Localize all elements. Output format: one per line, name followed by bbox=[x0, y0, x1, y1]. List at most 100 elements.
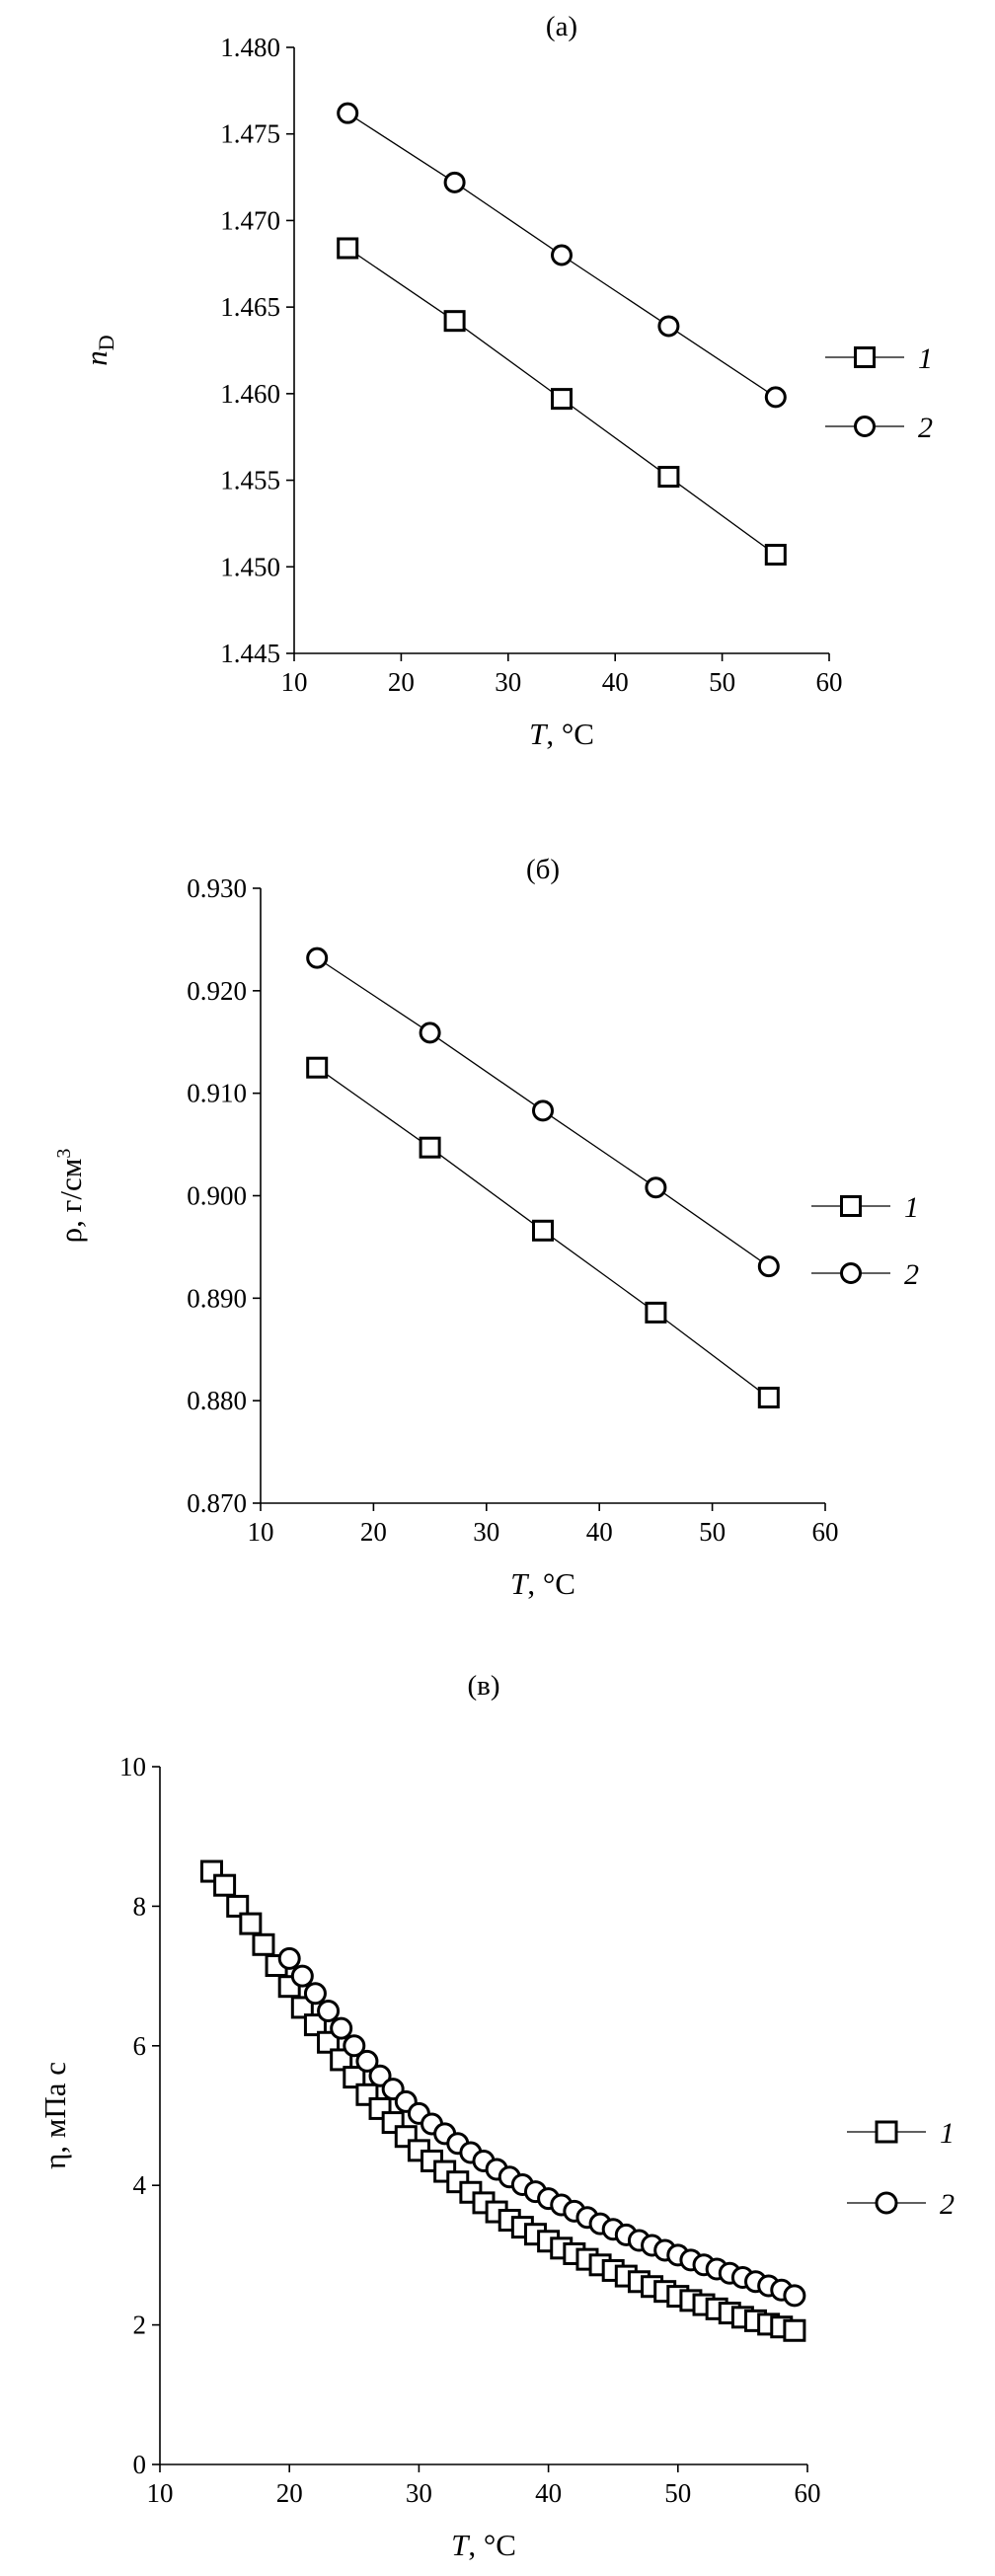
data-point bbox=[764, 544, 787, 567]
x-tick-label: 10 bbox=[281, 667, 308, 697]
legend-circle-marker bbox=[854, 416, 876, 437]
data-point bbox=[551, 388, 573, 411]
y-tick-label: 2 bbox=[133, 2311, 147, 2340]
data-point bbox=[419, 1022, 441, 1044]
y-tick-label: 1.450 bbox=[220, 552, 280, 581]
data-point bbox=[419, 1136, 441, 1159]
x-axis-label: T, °C bbox=[529, 717, 594, 751]
x-tick-label: 40 bbox=[535, 2478, 562, 2508]
x-tick-label: 40 bbox=[586, 1517, 613, 1547]
chart-panel-0: (а) 10 20 30 40 50 60 1.445 1.450 1.455 1.460 1.465… bbox=[79, 11, 933, 751]
y-tick-label: 4 bbox=[133, 2170, 147, 2200]
y-tick-label: 1.455 bbox=[220, 466, 280, 495]
y-tick-label: 1.470 bbox=[220, 205, 280, 235]
y-axis-label: ρ, г/см3 bbox=[53, 1149, 88, 1244]
x-tick-label: 50 bbox=[709, 667, 735, 697]
x-tick-label: 30 bbox=[406, 2478, 432, 2508]
data-point bbox=[368, 2064, 392, 2087]
legend-square-marker bbox=[840, 1195, 862, 1217]
data-point bbox=[343, 2034, 366, 2058]
data-point bbox=[213, 1873, 237, 1897]
y-axis-label-sub: D bbox=[94, 335, 118, 350]
y-axis-label: η, мПа с bbox=[38, 2062, 72, 2169]
data-point bbox=[306, 1056, 329, 1079]
x-tick-label: 50 bbox=[664, 2478, 691, 2508]
data-point bbox=[764, 386, 787, 409]
data-point bbox=[645, 1301, 667, 1324]
y-tick-label: 0.930 bbox=[187, 873, 247, 903]
chart-title: (в) bbox=[467, 1670, 499, 1702]
x-tick-label: 20 bbox=[388, 667, 415, 697]
x-tick-label: 60 bbox=[795, 2478, 821, 2508]
data-point bbox=[330, 2048, 353, 2072]
y-tick-label: 1.445 bbox=[220, 639, 280, 668]
legend-circle-marker bbox=[840, 1262, 862, 1284]
data-point bbox=[337, 102, 359, 124]
series-2 bbox=[277, 1946, 806, 2308]
x-tick-label: 50 bbox=[699, 1517, 726, 1547]
data-point bbox=[757, 1255, 780, 1278]
legend-label: 2 bbox=[918, 412, 933, 444]
legend-entry-1: 1 bbox=[811, 1191, 919, 1224]
x-axis-label-unit: , °C bbox=[527, 1566, 575, 1601]
data-point bbox=[239, 1912, 263, 1935]
data-point bbox=[783, 2284, 806, 2308]
x-tick-label: 10 bbox=[248, 1517, 274, 1547]
x-axis-label: T, °C bbox=[510, 1566, 575, 1601]
data-point bbox=[252, 1932, 275, 1956]
x-axis-label-unit: , °C bbox=[468, 2528, 516, 2562]
x-axis-label-var: T bbox=[451, 2528, 471, 2562]
x-axis-label-unit: , °C bbox=[546, 717, 594, 751]
y-tick-label: 0.890 bbox=[187, 1283, 247, 1313]
data-point bbox=[657, 315, 680, 338]
legend-label: 1 bbox=[918, 342, 933, 375]
x-tick-label: 20 bbox=[276, 2478, 303, 2508]
series-1 bbox=[306, 1056, 780, 1409]
y-tick-label: 0.920 bbox=[187, 976, 247, 1006]
chart-panel-1: (б) 10 20 30 40 50 60 0.870 0.880 0.890 0.900 0.910… bbox=[53, 854, 919, 1601]
y-axis-label-var: n bbox=[79, 350, 114, 366]
data-point bbox=[337, 237, 359, 260]
legend-entry-2: 2 bbox=[825, 412, 933, 444]
legend-square-marker bbox=[854, 346, 876, 368]
data-point bbox=[290, 1964, 314, 1988]
y-axis-label-text: ρ, г/см bbox=[53, 1159, 88, 1244]
data-point bbox=[226, 1894, 250, 1918]
x-tick-label: 20 bbox=[360, 1517, 387, 1547]
legend-label: 1 bbox=[904, 1191, 919, 1224]
y-axis-label: nD bbox=[79, 335, 118, 365]
legend-label: 2 bbox=[904, 1258, 919, 1291]
x-tick-label: 60 bbox=[816, 667, 843, 697]
series-1 bbox=[337, 237, 787, 567]
y-tick-label: 8 bbox=[133, 1891, 147, 1921]
data-point bbox=[303, 2013, 327, 2037]
data-point bbox=[657, 466, 680, 489]
data-point bbox=[330, 2016, 353, 2040]
chart-title: (б) bbox=[526, 854, 560, 885]
y-axis-label-text: η, мПа с bbox=[38, 2062, 72, 2169]
data-point bbox=[303, 1982, 327, 2006]
data-point bbox=[443, 310, 466, 333]
x-tick-label: 60 bbox=[812, 1517, 839, 1547]
x-tick-label: 40 bbox=[602, 667, 629, 697]
x-tick-label: 10 bbox=[147, 2478, 174, 2508]
data-point bbox=[532, 1219, 554, 1242]
x-tick-label: 30 bbox=[473, 1517, 499, 1547]
y-tick-label: 10 bbox=[119, 1752, 146, 1781]
legend-circle-marker bbox=[875, 2191, 898, 2215]
y-tick-label: 6 bbox=[133, 2031, 147, 2061]
data-point bbox=[306, 947, 329, 969]
y-axis-label-sup: 3 bbox=[53, 1149, 75, 1159]
x-axis-label: T, °C bbox=[451, 2528, 516, 2562]
y-tick-label: 1.475 bbox=[220, 119, 280, 149]
data-point bbox=[783, 2318, 806, 2342]
legend-entry-1: 1 bbox=[825, 342, 933, 375]
legend-entry-2: 2 bbox=[811, 1258, 919, 1291]
y-tick-label: 0.900 bbox=[187, 1181, 247, 1211]
legend-square-marker bbox=[875, 2120, 898, 2144]
data-point bbox=[317, 2030, 341, 2054]
data-point bbox=[277, 1946, 301, 1970]
series-2 bbox=[306, 947, 780, 1278]
y-tick-label: 0 bbox=[133, 2450, 147, 2479]
y-tick-label: 1.460 bbox=[220, 379, 280, 409]
